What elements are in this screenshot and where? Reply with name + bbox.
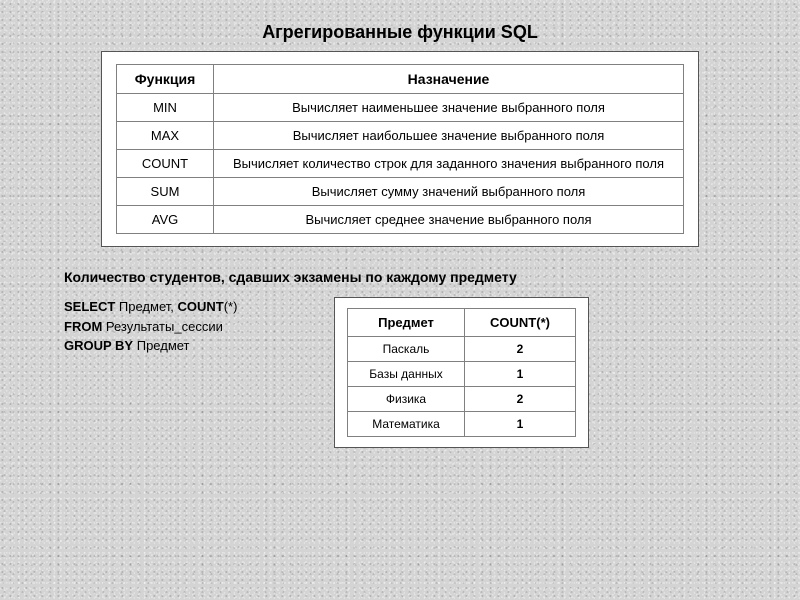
subject-cell: Паскаль	[348, 337, 465, 362]
fn-name: SUM	[117, 178, 214, 206]
col-header-purpose: Назначение	[214, 65, 684, 94]
count-cell: 2	[465, 337, 576, 362]
table-row: Физика 2	[348, 387, 576, 412]
sql-query-block: SELECT Предмет, COUNT(*) FROM Результаты…	[64, 297, 324, 356]
group-keyword: GROUP BY	[64, 338, 133, 353]
col-header-function: Функция	[117, 65, 214, 94]
select-keyword: SELECT	[64, 299, 115, 314]
table-header-row: Предмет COUNT(*)	[348, 309, 576, 337]
bottom-row: SELECT Предмет, COUNT(*) FROM Результаты…	[0, 297, 800, 448]
subject-cell: Математика	[348, 412, 465, 437]
query-line-group: GROUP BY Предмет	[64, 336, 324, 356]
fn-desc: Вычисляет наименьшее значение выбранного…	[214, 94, 684, 122]
from-rest: Результаты_сессии	[102, 319, 223, 334]
results-table-panel: Предмет COUNT(*) Паскаль 2 Базы данных 1…	[334, 297, 589, 448]
functions-table: Функция Назначение MIN Вычисляет наимень…	[116, 64, 684, 234]
count-rest: (*)	[224, 299, 238, 314]
count-keyword: COUNT	[178, 299, 224, 314]
col-header-subject: Предмет	[348, 309, 465, 337]
fn-desc: Вычисляет среднее значение выбранного по…	[214, 206, 684, 234]
fn-name: MIN	[117, 94, 214, 122]
fn-desc: Вычисляет сумму значений выбранного поля	[214, 178, 684, 206]
table-row: Математика 1	[348, 412, 576, 437]
count-cell: 1	[465, 362, 576, 387]
query-line-from: FROM Результаты_сессии	[64, 317, 324, 337]
fn-desc: Вычисляет количество строк для заданного…	[214, 150, 684, 178]
functions-table-panel: Функция Назначение MIN Вычисляет наимень…	[101, 51, 699, 247]
table-header-row: Функция Назначение	[117, 65, 684, 94]
query-line-select: SELECT Предмет, COUNT(*)	[64, 297, 324, 317]
table-row: SUM Вычисляет сумму значений выбранного …	[117, 178, 684, 206]
fn-desc: Вычисляет наибольшее значение выбранного…	[214, 122, 684, 150]
results-table: Предмет COUNT(*) Паскаль 2 Базы данных 1…	[347, 308, 576, 437]
group-rest: Предмет	[133, 338, 189, 353]
query-description: Количество студентов, сдавших экзамены п…	[64, 269, 800, 285]
col-header-count: COUNT(*)	[465, 309, 576, 337]
subject-cell: Базы данных	[348, 362, 465, 387]
page-title: Агрегированные функции SQL	[0, 0, 800, 51]
table-row: Паскаль 2	[348, 337, 576, 362]
table-row: MIN Вычисляет наименьшее значение выбран…	[117, 94, 684, 122]
select-rest: Предмет,	[115, 299, 177, 314]
fn-name: MAX	[117, 122, 214, 150]
table-row: COUNT Вычисляет количество строк для зад…	[117, 150, 684, 178]
fn-name: AVG	[117, 206, 214, 234]
count-cell: 1	[465, 412, 576, 437]
count-cell: 2	[465, 387, 576, 412]
from-keyword: FROM	[64, 319, 102, 334]
table-row: MAX Вычисляет наибольшее значение выбран…	[117, 122, 684, 150]
table-row: AVG Вычисляет среднее значение выбранног…	[117, 206, 684, 234]
subject-cell: Физика	[348, 387, 465, 412]
table-row: Базы данных 1	[348, 362, 576, 387]
fn-name: COUNT	[117, 150, 214, 178]
